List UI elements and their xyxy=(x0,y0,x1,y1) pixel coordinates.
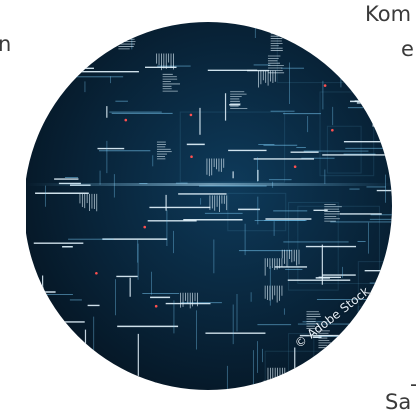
grid-panel xyxy=(227,192,287,232)
grid-panel xyxy=(326,125,362,174)
grid-panel xyxy=(353,344,392,390)
red-accent-dot xyxy=(323,84,327,87)
grid-panel xyxy=(352,22,392,73)
red-accent-dot xyxy=(190,155,193,159)
digital-matrix-image xyxy=(26,0,416,412)
text-fragment-top-right: Kom xyxy=(365,2,412,26)
digital-matrix-art xyxy=(26,22,392,390)
grid-panel xyxy=(357,306,390,374)
red-accent-dot xyxy=(154,304,158,308)
grid-panel xyxy=(357,261,392,335)
red-accent-dot xyxy=(143,225,147,229)
center-glow xyxy=(26,183,392,186)
grid-panel xyxy=(297,205,380,285)
text-fragment-mid-right: e xyxy=(401,37,414,61)
text-fragment-dash: - xyxy=(410,374,416,395)
text-fragment-left: n xyxy=(0,32,12,56)
grid-panel xyxy=(179,111,286,183)
red-accent-dot xyxy=(124,118,128,122)
text-fragment-bottom-right: Sa xyxy=(385,390,412,412)
red-accent-dot xyxy=(189,113,193,117)
red-accent-dot xyxy=(95,271,98,275)
red-accent-dot xyxy=(331,128,334,132)
grid-panel xyxy=(319,91,375,177)
grid-panel xyxy=(26,349,73,390)
red-accent-dot xyxy=(293,165,297,169)
